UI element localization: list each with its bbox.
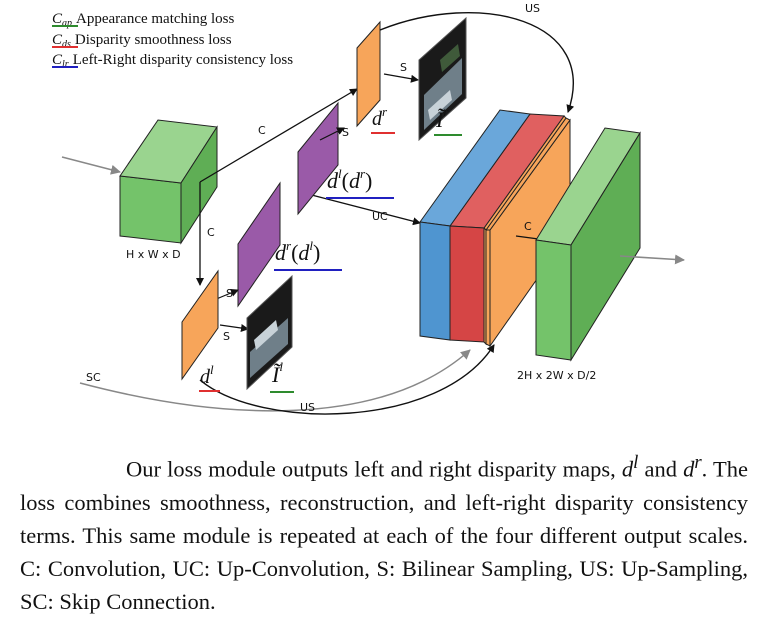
c-right-label: C <box>524 220 532 233</box>
upsample-arrow-bottom <box>199 344 495 415</box>
legend-item-smoothness: Cds Disparity smoothness loss <box>52 32 232 50</box>
input-dims-label: H x W x D <box>126 248 181 261</box>
s-bottom-label: S <box>223 330 230 343</box>
reconstructed-image-left <box>246 274 293 391</box>
label-dr: dr <box>371 104 395 134</box>
legend-item-consistency: Clr Left-Right disparity consistency loss <box>52 52 293 70</box>
disparity-map-left-from-right <box>297 101 339 216</box>
reconstructed-image-right <box>418 16 467 142</box>
label-il: Ĩl <box>270 359 294 393</box>
output-arrow <box>619 254 685 265</box>
label-dl-of-dr: dl(dr) <box>326 166 394 199</box>
svg-text:dl: dl <box>200 362 214 388</box>
us-top-label: US <box>525 2 540 15</box>
disparity-map-left <box>181 269 219 381</box>
us-bottom-label: US <box>300 401 315 414</box>
sampling-arrow-purple-top <box>319 127 345 141</box>
s-purple-bottom-label: S <box>226 287 233 300</box>
legend-item-appearance: Cap Appearance matching loss <box>52 11 234 29</box>
label-ir: Ĩr <box>434 104 462 136</box>
concatenated-feature-stack <box>419 109 571 348</box>
s-top-label: S <box>400 61 407 74</box>
output-dims-label: 2H x 2W x D/2 <box>517 369 596 382</box>
figure-caption: Our loss module outputs left and right d… <box>20 452 748 614</box>
sampling-arrow-top <box>383 73 419 83</box>
upsample-arrow-top <box>379 12 575 113</box>
sampling-arrow-bottom <box>219 324 249 332</box>
network-diagram: Cap Appearance matching loss Cds Disparity… <box>52 2 685 415</box>
input-arrow <box>61 156 121 175</box>
legend: Cap Appearance matching loss Cds Disparity… <box>52 11 293 70</box>
svg-text:dr(dl): dr(dl) <box>275 238 320 265</box>
conv-arrow-top <box>199 88 358 183</box>
c-left-label: C <box>207 226 215 239</box>
upconv-arrow <box>299 191 421 226</box>
sc-label: SC <box>86 371 101 384</box>
label-dr-of-dl: dr(dl) <box>274 238 342 271</box>
input-feature-block <box>119 119 218 245</box>
uc-label: UC <box>372 210 388 223</box>
disparity-map-right-from-left <box>237 181 281 308</box>
svg-text:dl(dr): dl(dr) <box>327 166 372 193</box>
svg-text:Ĩr: Ĩr <box>435 104 449 132</box>
label-dl: dl <box>199 362 220 392</box>
svg-text:Ĩl: Ĩl <box>271 359 283 387</box>
output-feature-block <box>535 127 641 362</box>
disparity-map-right <box>356 20 381 128</box>
c-top-label: C <box>258 124 266 137</box>
svg-text:dr: dr <box>372 104 388 130</box>
skip-connection-arrow <box>79 349 471 412</box>
s-purple-top-label: S <box>342 126 349 139</box>
